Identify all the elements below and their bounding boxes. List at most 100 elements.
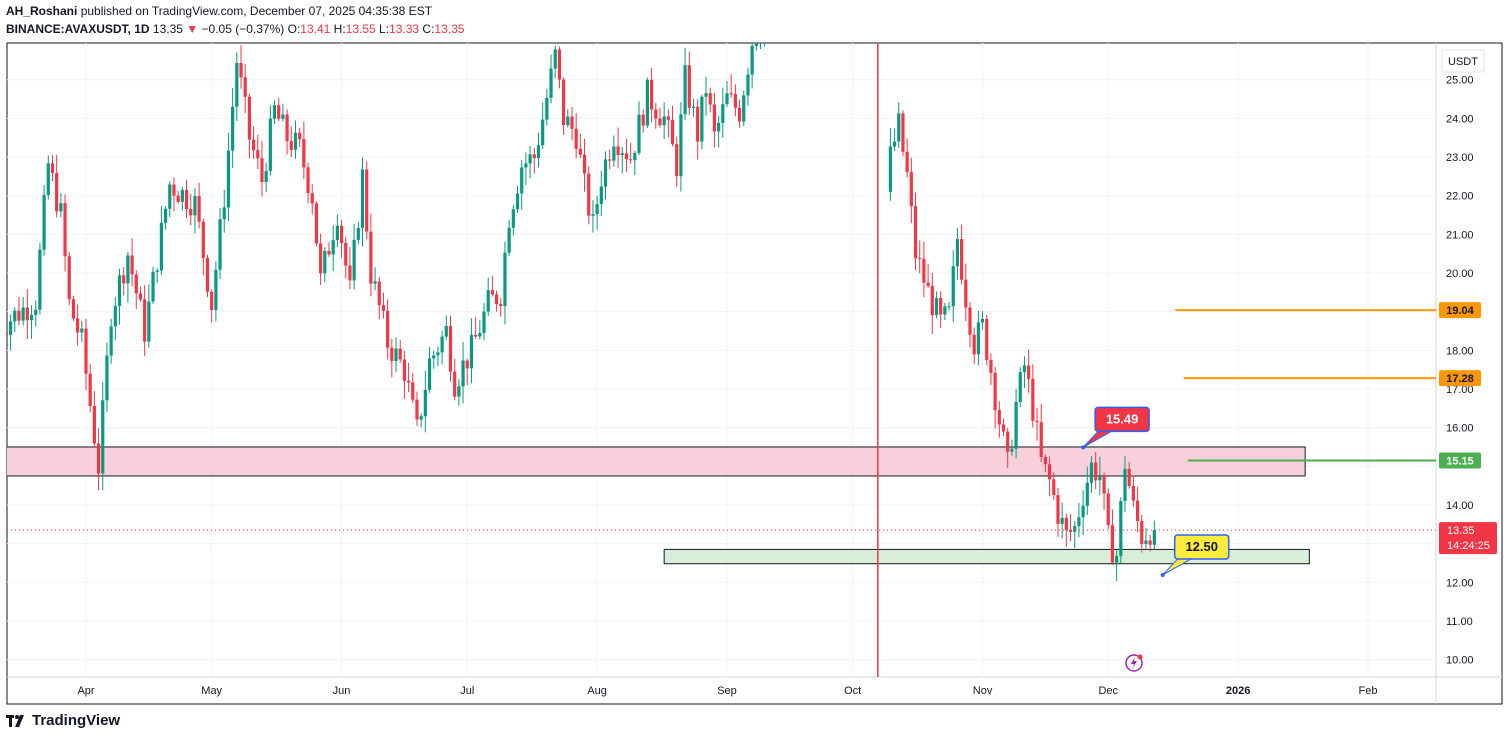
open-value: 13.41: [300, 22, 331, 36]
candle-body: [260, 158, 264, 182]
candle: [126, 252, 130, 303]
candle-body: [390, 347, 394, 362]
candle: [46, 155, 50, 200]
candle: [729, 74, 733, 98]
candle-body: [591, 214, 595, 216]
candle-body: [888, 146, 892, 192]
candle-body: [754, 43, 758, 47]
candle-body: [599, 186, 603, 205]
candle: [180, 186, 184, 211]
candle-body: [1077, 517, 1081, 527]
candle: [637, 101, 641, 155]
candle-body: [235, 63, 239, 107]
candle: [352, 224, 356, 290]
candle-body: [654, 109, 658, 119]
candle-body: [503, 252, 507, 307]
candle: [205, 254, 210, 297]
currency-box[interactable]: [1441, 49, 1485, 73]
candle: [344, 237, 348, 279]
candle-body: [151, 271, 155, 302]
price-axis[interactable]: USDT 25.00 24.00 23.00 22.00 21.00 20.00 18.00 1…: [1439, 49, 1497, 667]
candle: [482, 303, 486, 341]
candle-body: [737, 107, 742, 122]
tradingview-brand[interactable]: TradingView: [6, 712, 120, 729]
candle-body: [34, 309, 38, 315]
candle: [331, 225, 335, 272]
candle: [1006, 428, 1010, 469]
candle: [494, 290, 499, 312]
candle-body: [507, 227, 511, 253]
callout-12.50[interactable]: 12.50: [1160, 534, 1230, 577]
candle: [168, 181, 172, 217]
candle-body: [696, 106, 700, 142]
candle: [465, 358, 469, 385]
candle: [1073, 520, 1077, 549]
candle: [478, 320, 482, 340]
currency-label: USDT: [1448, 56, 1478, 68]
time-axis[interactable]: Apr May Jun Jul Aug Sep Oct Nov Dec 2026 Feb: [77, 685, 1377, 697]
candle-body: [222, 207, 226, 220]
candle-body: [134, 274, 138, 294]
candle: [419, 413, 423, 428]
candle: [679, 102, 683, 192]
candle: [541, 102, 545, 150]
candle-body: [419, 416, 423, 420]
candle: [164, 205, 168, 230]
candle: [172, 177, 176, 212]
candle: [415, 391, 419, 426]
candle: [1144, 527, 1148, 549]
candle-body: [645, 79, 649, 126]
candle-body: [1144, 540, 1148, 545]
candle-body: [25, 307, 29, 321]
candle: [1131, 475, 1135, 507]
candle-body: [381, 305, 386, 311]
candle: [1035, 407, 1039, 441]
candle: [939, 291, 943, 328]
candle: [390, 338, 394, 378]
publisher-name[interactable]: AH_Roshani: [6, 4, 78, 18]
candle-body: [386, 310, 390, 348]
candle: [587, 166, 591, 225]
candle-body: [352, 239, 356, 281]
callout-15.49[interactable]: 15.49: [1081, 406, 1150, 450]
candle: [147, 284, 151, 348]
candle: [1119, 497, 1123, 564]
candle-body: [423, 389, 427, 417]
candle: [503, 241, 507, 325]
candle-body: [901, 113, 905, 152]
price-tick-label: 23.00: [1446, 152, 1474, 164]
candle-body: [566, 116, 570, 126]
resistance-zone[interactable]: [0, 446, 1306, 477]
candle-body: [1047, 464, 1052, 480]
candle: [84, 318, 88, 391]
candle: [759, 34, 762, 50]
candle: [373, 267, 377, 291]
candle: [1068, 514, 1073, 542]
candle-body: [310, 193, 314, 204]
candle-body: [373, 281, 377, 284]
candle: [926, 263, 930, 289]
candle: [176, 190, 180, 204]
candle-body: [511, 209, 515, 228]
candle-body: [1006, 431, 1010, 452]
candle-body: [272, 105, 277, 119]
candle-body: [1043, 456, 1048, 465]
candle-body: [432, 355, 436, 359]
symbol-title[interactable]: BINANCE:AVAXUSDT, 1D: [6, 22, 150, 36]
candle-body: [574, 128, 578, 149]
candle: [92, 391, 96, 448]
candle: [427, 347, 432, 393]
candle-body: [201, 221, 205, 259]
candle-body: [587, 173, 591, 216]
candle-body: [478, 333, 482, 337]
support-zone[interactable]: [663, 548, 1310, 565]
candle-body: [7, 332, 8, 335]
candle-body: [759, 34, 762, 41]
candle: [649, 67, 654, 123]
candle-body: [84, 328, 88, 374]
candle: [641, 109, 645, 133]
candle-body: [641, 114, 645, 126]
candle-body: [980, 318, 985, 323]
event-icon[interactable]: [1125, 654, 1143, 672]
